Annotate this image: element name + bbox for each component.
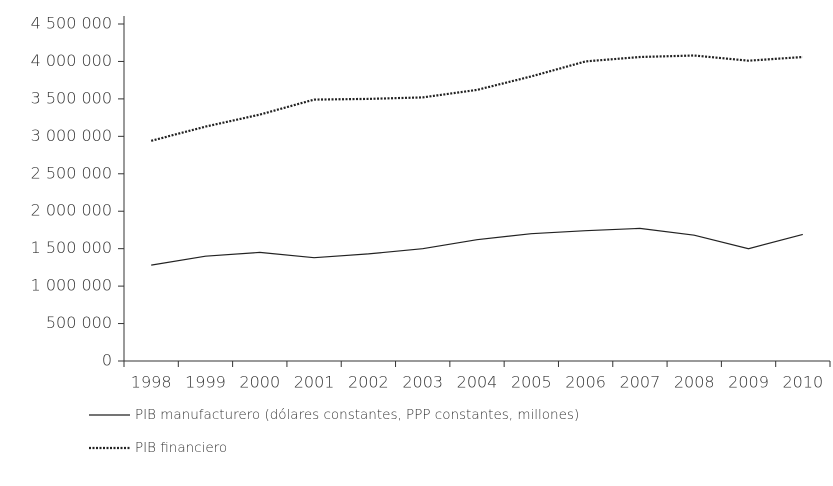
- x-tick-label: 2005: [511, 373, 552, 392]
- series-line: [151, 227, 803, 266]
- y-tick-label: 2 500 000: [31, 163, 112, 182]
- x-tick-label: 2002: [348, 373, 389, 392]
- x-tick-label: 2010: [782, 373, 823, 392]
- y-tick-label: 1 000 000: [31, 276, 112, 295]
- x-tick-label: 2004: [457, 373, 498, 392]
- x-tick-label: 1998: [131, 373, 172, 392]
- legend-label: PIB financiero: [135, 440, 227, 456]
- x-tick-label: 2007: [620, 373, 661, 392]
- x-tick-label: 2000: [239, 373, 280, 392]
- y-tick-label: 3 000 000: [31, 126, 112, 145]
- x-tick-label: 2006: [565, 373, 606, 392]
- y-tick-label: 0: [102, 351, 112, 370]
- legend-label: PIB manufacturero (dólares constantes, P…: [135, 407, 579, 423]
- x-tick-label: 1999: [185, 373, 226, 392]
- x-tick-label: 2009: [728, 373, 769, 392]
- series-line: [150, 54, 803, 142]
- y-tick-label: 500 000: [46, 313, 112, 332]
- y-tick-label: 4 000 000: [31, 51, 112, 70]
- y-tick-label: 1 500 000: [31, 238, 112, 257]
- x-tick-label: 2001: [294, 373, 335, 392]
- x-tick-label: 2003: [402, 373, 443, 392]
- y-tick-label: 3 500 000: [31, 88, 112, 107]
- y-tick-label: 2 000 000: [31, 201, 112, 220]
- y-tick-label: 4 500 000: [31, 14, 112, 33]
- x-tick-label: 2008: [674, 373, 715, 392]
